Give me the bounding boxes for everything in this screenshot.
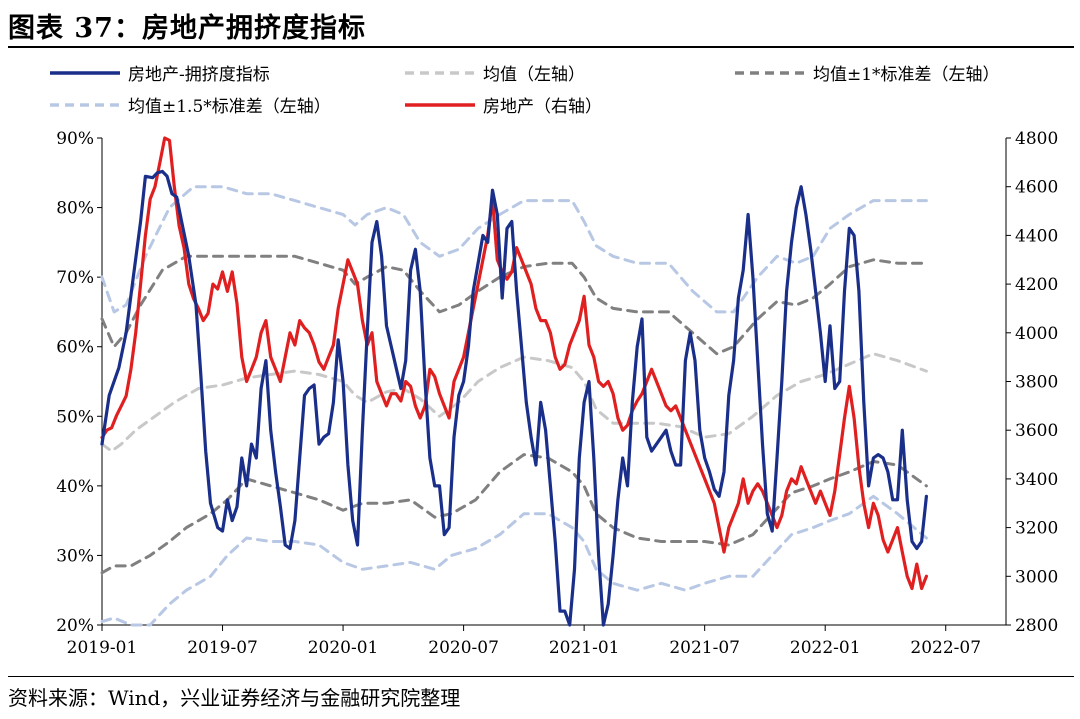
y-right-tick-label: 4400	[1015, 226, 1058, 246]
legend: 房地产-拥挤度指标 均值（左轴） 均值±1*标准差（左轴） 均值±1.5*标准差…	[20, 60, 1070, 122]
x-tick-label: 2021-07	[669, 638, 740, 658]
source-divider	[8, 676, 1074, 677]
legend-item-realestate: 房地产（右轴）	[405, 92, 602, 117]
y-right-tick-label: 3000	[1015, 567, 1058, 587]
x-tick-label: 2019-07	[187, 638, 258, 658]
legend-item-1-5std: 均值±1.5*标准差（左轴）	[50, 92, 331, 117]
y-left-tick-label: 80%	[56, 199, 94, 219]
series-line-1	[100, 352, 928, 453]
y-left-tick-label: 40%	[56, 477, 94, 497]
title-divider	[8, 46, 1074, 48]
series-line-0	[100, 169, 928, 627]
y-left-tick-label: 20%	[56, 616, 94, 636]
y-right-tick-label: 4000	[1015, 324, 1058, 344]
y-left-tick-label: 50%	[56, 407, 94, 427]
x-tick-label: 2020-07	[428, 638, 499, 658]
legend-label-1-5std: 均值±1.5*标准差（左轴）	[128, 97, 331, 117]
legend-swatch-1-5std	[50, 102, 120, 107]
x-tick-label: 2022-07	[910, 638, 981, 658]
y-right-tick-label: 3200	[1015, 519, 1058, 539]
x-tick-label: 2019-01	[67, 638, 138, 658]
y-right-tick-label: 3800	[1015, 373, 1058, 393]
y-left-tick-label: 90%	[56, 129, 94, 149]
legend-swatch-crowding	[50, 70, 120, 75]
x-tick-label: 2022-01	[790, 638, 861, 658]
x-tick-label: 2021-01	[549, 638, 620, 658]
legend-label-1std: 均值±1*标准差（左轴）	[813, 65, 1000, 85]
y-right-tick-label: 2800	[1015, 616, 1058, 636]
y-right-tick-label: 4800	[1015, 129, 1058, 149]
legend-swatch-mean	[405, 70, 475, 75]
series-line-3	[100, 453, 928, 575]
y-right-tick-label: 3400	[1015, 470, 1058, 490]
series-line-5	[100, 494, 928, 627]
y-right-tick-label: 3600	[1015, 421, 1058, 441]
chart-title: 图表 37：房地产拥挤度指标	[8, 13, 366, 44]
y-left-tick-label: 30%	[56, 546, 94, 566]
legend-swatch-1std	[735, 70, 805, 75]
legend-item-1std: 均值±1*标准差（左轴）	[735, 60, 1000, 85]
series-line-4	[100, 185, 928, 314]
legend-label-mean: 均值（左轴）	[483, 65, 585, 85]
y-right-tick-label: 4200	[1015, 275, 1058, 295]
legend-item-mean: 均值（左轴）	[405, 60, 585, 85]
legend-label-realestate: 房地产（右轴）	[483, 97, 602, 117]
source-note: 资料来源：Wind，兴业证券经济与金融研究院整理	[8, 686, 461, 710]
legend-label-crowding: 房地产-拥挤度指标	[128, 65, 270, 85]
y-right-tick-label: 4600	[1015, 178, 1058, 198]
legend-swatch-realestate	[405, 102, 475, 107]
x-tick-label: 2020-01	[308, 638, 379, 658]
y-left-tick-label: 60%	[56, 338, 94, 358]
legend-item-crowding: 房地产-拥挤度指标	[50, 60, 270, 85]
y-left-tick-label: 70%	[56, 268, 94, 288]
